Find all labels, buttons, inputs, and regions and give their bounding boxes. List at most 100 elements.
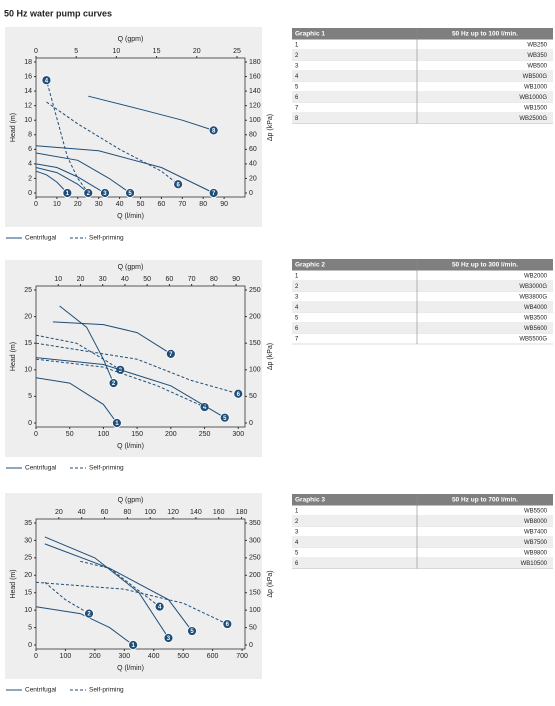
y2-tick-label: 0 <box>249 420 253 427</box>
table-row <box>292 516 553 527</box>
curve-badge <box>219 412 230 423</box>
pump-curve <box>52 321 172 355</box>
curve-number: 4 <box>45 78 49 84</box>
x-tick-label: 200 <box>89 653 101 660</box>
pump-curve <box>59 305 114 384</box>
x2-axis-title: Q (gpm) <box>118 497 144 504</box>
curve-number: 6 <box>226 622 230 628</box>
legend-label: Centrifugal <box>25 465 57 472</box>
x2-tick-label: 0 <box>34 48 38 55</box>
table-row <box>292 39 553 50</box>
y2-tick-label: 50 <box>249 393 257 400</box>
x2-tick-label: 10 <box>54 276 62 283</box>
y2-tick-label: 150 <box>249 340 261 347</box>
table-cell: 1 <box>295 273 299 279</box>
x2-tick-label: 15 <box>153 48 161 55</box>
y-tick-label: 5 <box>28 393 32 400</box>
legend-label: Centrifugal <box>25 687 57 694</box>
x2-tick-label: 100 <box>144 509 156 516</box>
y-tick-label: 10 <box>24 367 32 374</box>
table-cell: 2 <box>295 53 299 59</box>
y-tick-label: 25 <box>24 287 32 294</box>
curve-badge <box>208 125 219 136</box>
curve-number: 3 <box>119 368 123 374</box>
legend-label: Self-priming <box>89 235 124 242</box>
table-cell: 4 <box>295 540 299 546</box>
curve-badge <box>41 75 52 86</box>
y-tick-label: 0 <box>28 420 32 427</box>
curve-number: 6 <box>237 392 241 398</box>
table-row <box>292 92 553 103</box>
pump-curve <box>35 342 239 395</box>
x-tick-label: 100 <box>98 431 110 438</box>
table-cell: WB4000 <box>524 305 548 311</box>
legend-label: Self-priming <box>89 465 124 472</box>
table-row <box>292 323 553 334</box>
y-tick-label: 15 <box>24 590 32 597</box>
pump-curve <box>35 334 121 371</box>
x-tick-label: 90 <box>220 201 228 208</box>
x2-tick-label: 5 <box>74 48 78 55</box>
table-row <box>292 81 553 92</box>
table-header-cell: Graphic 3 <box>295 497 325 504</box>
x-tick-label: 80 <box>199 201 207 208</box>
x2-tick-label: 80 <box>210 276 218 283</box>
curve-badge <box>163 633 174 643</box>
y2-tick-label: 160 <box>249 73 261 80</box>
x-tick-label: 700 <box>236 653 248 660</box>
table-cell: WB250 <box>527 42 547 48</box>
y-axis-title: Head (m) <box>10 342 17 371</box>
y2-tick-label: 0 <box>249 642 253 649</box>
table-cell: 2 <box>295 519 299 525</box>
y2-tick-label: 100 <box>249 117 261 124</box>
curve-number: 1 <box>66 191 70 197</box>
x2-axis-title: Q (gpm) <box>118 264 144 271</box>
curve-number: 4 <box>203 405 207 411</box>
x2-tick-label: 60 <box>166 276 174 283</box>
plot-frame <box>35 285 246 428</box>
x-tick-label: 400 <box>148 653 160 660</box>
x-tick-label: 0 <box>34 431 38 438</box>
table-row <box>292 71 553 82</box>
table-row <box>292 113 553 124</box>
y-tick-label: 10 <box>24 117 32 124</box>
y2-tick-label: 0 <box>249 190 253 197</box>
curve-badge <box>84 608 94 619</box>
y-tick-label: 5 <box>28 624 32 631</box>
table-row <box>292 281 553 292</box>
pump-curve <box>35 170 68 194</box>
table-cell: WB5500 <box>524 508 548 514</box>
pump-curve <box>35 167 89 194</box>
table-cell: WB3800G <box>519 294 547 300</box>
pump-curve <box>46 101 179 185</box>
x2-tick-label: 20 <box>193 48 201 55</box>
curve-badge <box>208 188 219 198</box>
curve-badge <box>112 418 122 428</box>
curve-badge <box>154 601 165 612</box>
page-title: 50 Hz water pump curves <box>4 8 112 18</box>
curve-badge <box>62 188 73 198</box>
curve-badge <box>187 626 197 636</box>
y2-tick-label: 350 <box>249 520 261 527</box>
y2-tick-label: 100 <box>249 367 261 374</box>
table-cell: WB3000G <box>519 284 547 290</box>
y2-tick-label: 250 <box>249 555 261 562</box>
x-tick-label: 300 <box>232 431 244 438</box>
x-tick-label: 200 <box>165 431 177 438</box>
curve-number: 3 <box>167 636 171 642</box>
table-cell: WB350 <box>527 53 547 59</box>
x2-tick-label: 30 <box>99 276 107 283</box>
table-row <box>292 333 553 344</box>
table-cell: WB2000 <box>524 273 548 279</box>
table-cell: 7 <box>295 105 299 111</box>
x-tick-label: 20 <box>74 201 82 208</box>
table-cell: 3 <box>295 63 299 69</box>
legend-label: Centrifugal <box>25 235 57 242</box>
x2-tick-label: 90 <box>232 276 240 283</box>
x2-tick-label: 70 <box>188 276 196 283</box>
table-cell: WB500 <box>527 63 547 69</box>
chart-panel <box>5 493 262 679</box>
y2-tick-label: 150 <box>249 590 261 597</box>
curve-number: 5 <box>128 191 132 197</box>
x-tick-label: 300 <box>118 653 130 660</box>
